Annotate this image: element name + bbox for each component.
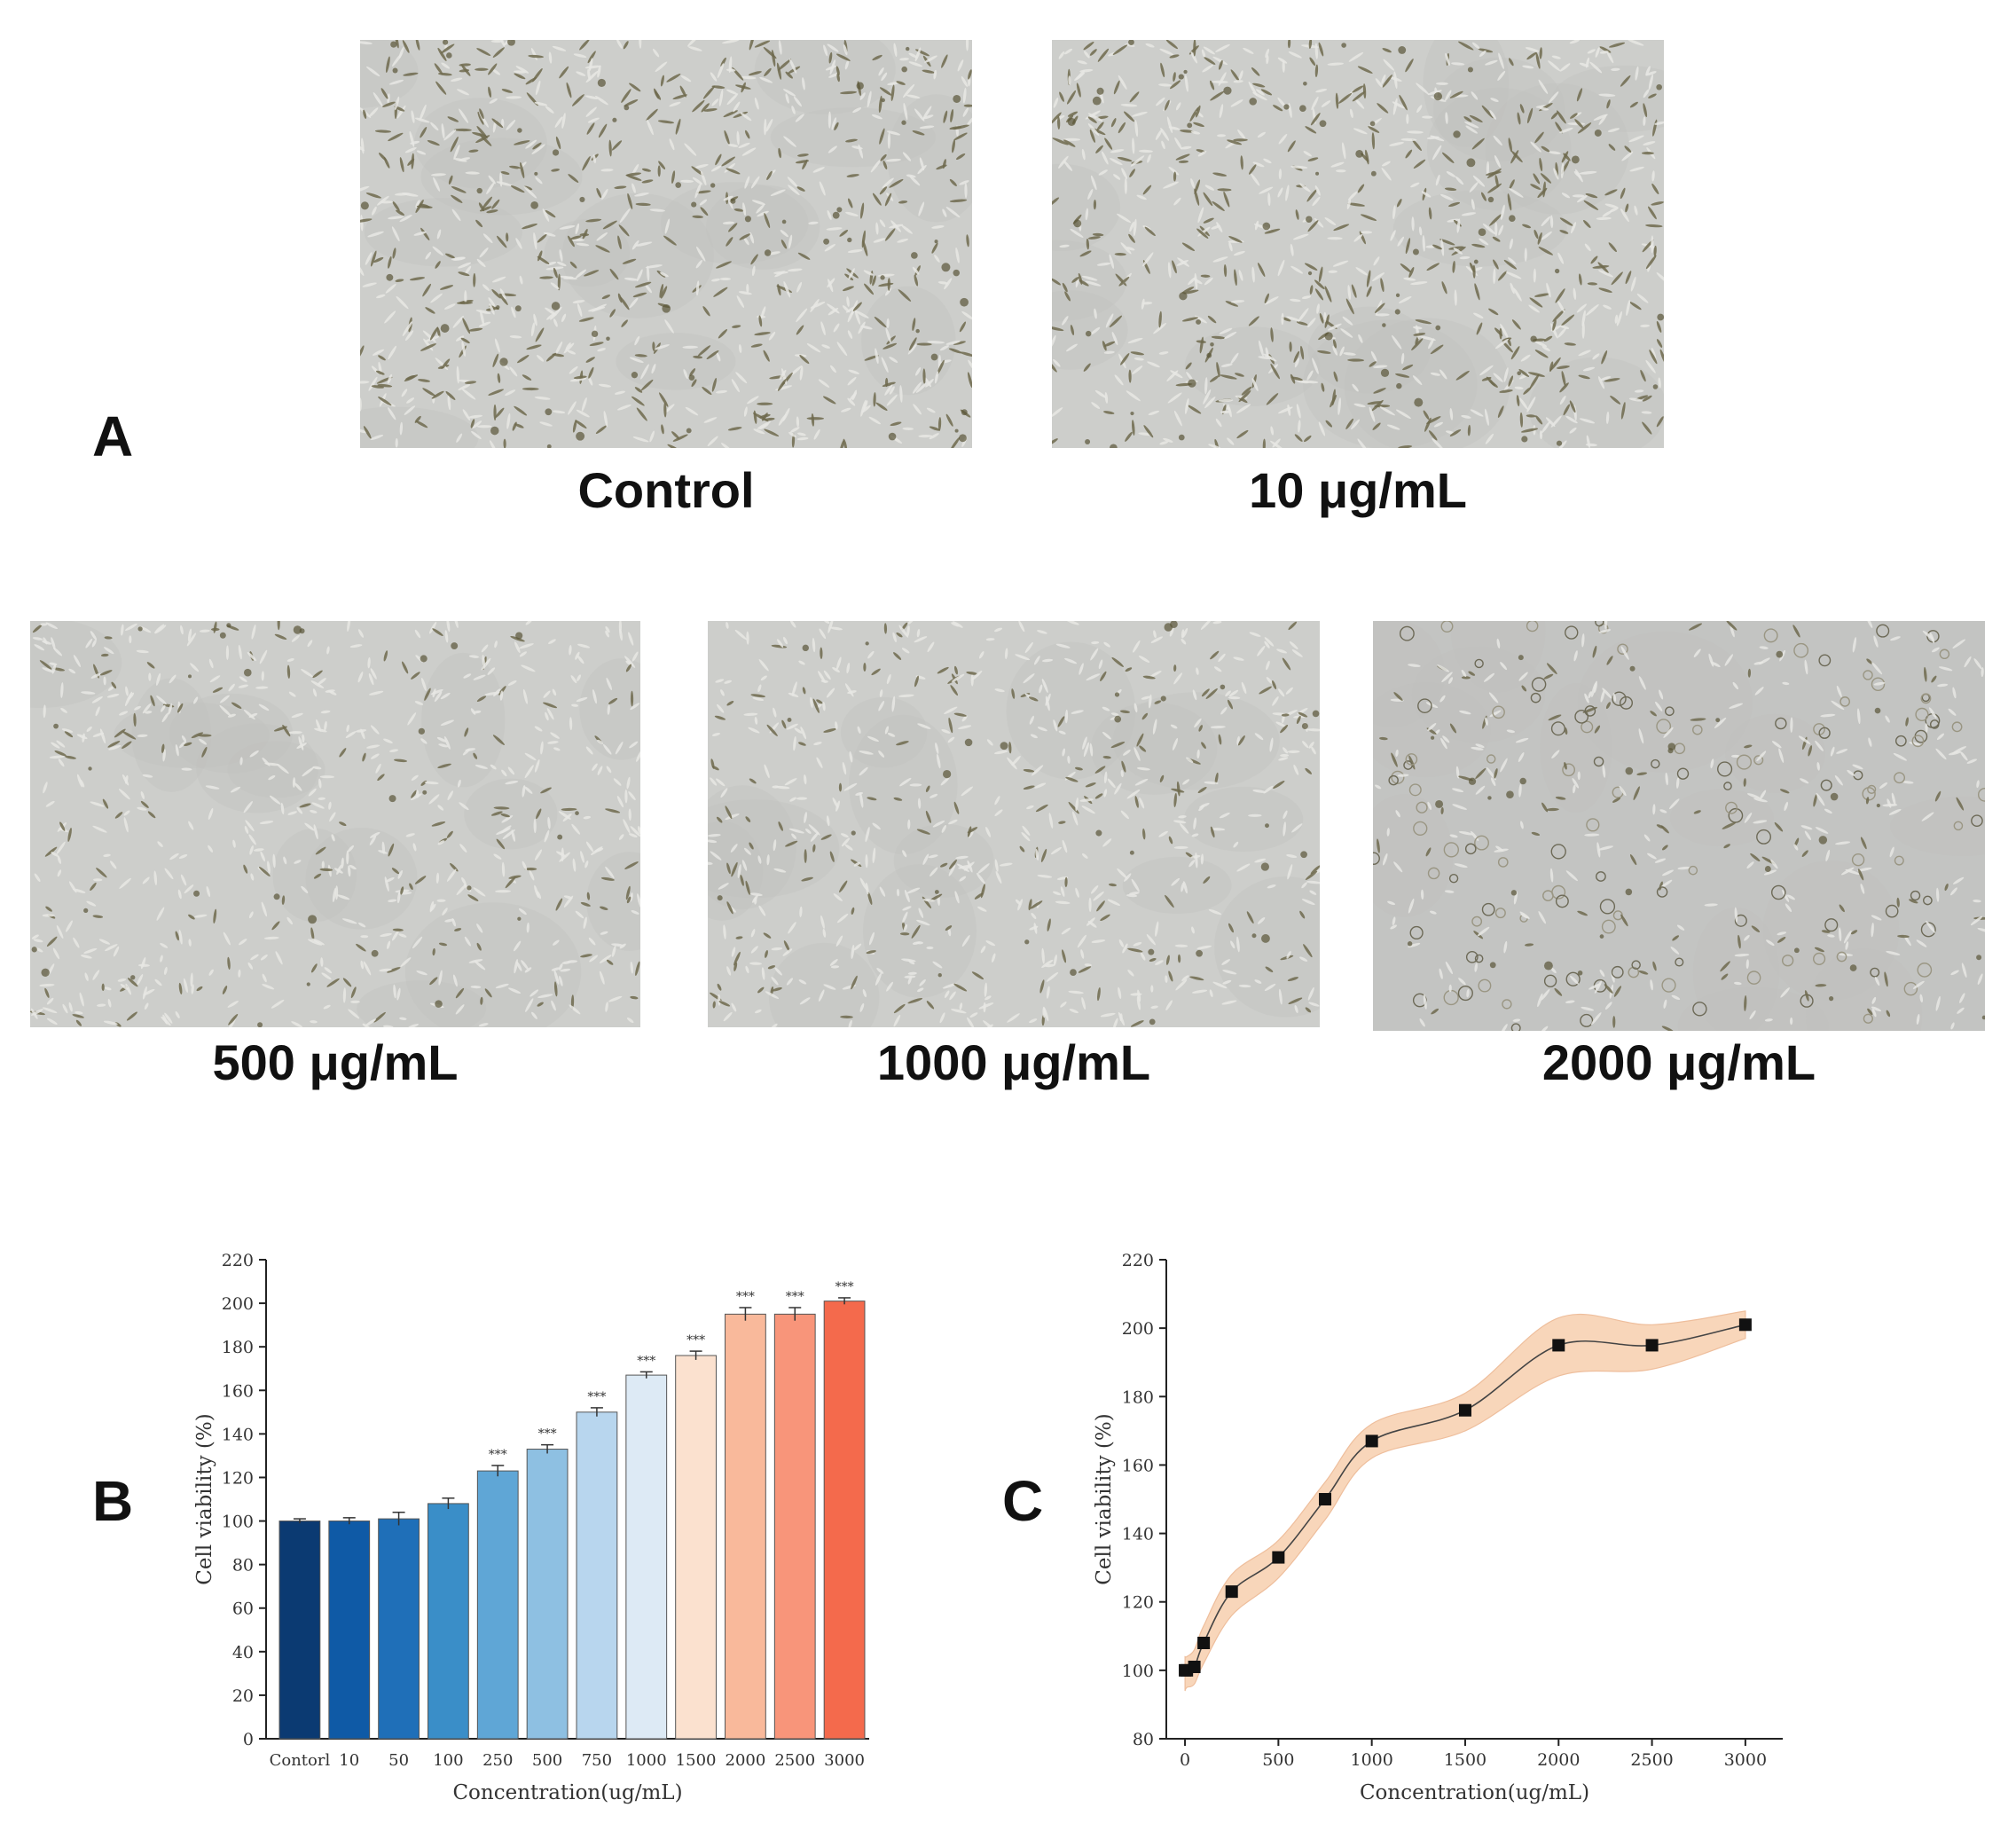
bar — [378, 1518, 420, 1740]
x-tick-label: 1000 — [626, 1751, 667, 1770]
bar — [428, 1503, 469, 1740]
y-tick-label: 100 — [222, 1513, 254, 1532]
x-axis-title: Concentration(ug/mL) — [452, 1781, 682, 1804]
caption-2000: 2000 μg/mL — [1541, 1034, 1816, 1090]
bar — [823, 1301, 866, 1740]
y-tick-label: 160 — [222, 1381, 254, 1401]
y-tick-label: 220 — [222, 1251, 254, 1270]
significance-label: *** — [736, 1290, 755, 1304]
data-point — [1738, 1318, 1752, 1332]
bar — [476, 1470, 519, 1740]
data-point — [1458, 1403, 1471, 1417]
x-tick-label: 500 — [532, 1751, 562, 1770]
significance-label: *** — [587, 1390, 606, 1404]
x-tick-label: 750 — [582, 1751, 612, 1770]
x-tick-label: 1500 — [1444, 1750, 1487, 1770]
y-tick-label: 140 — [1122, 1525, 1154, 1544]
y-tick-label: 140 — [222, 1425, 254, 1444]
data-point — [1552, 1339, 1565, 1352]
y-tick-label: 200 — [222, 1294, 254, 1314]
y-tick-label: 80 — [1133, 1730, 1154, 1749]
x-tick-label: 2000 — [1537, 1750, 1580, 1770]
y-tick-label: 120 — [1122, 1593, 1154, 1613]
bar — [625, 1374, 668, 1740]
data-point — [1197, 1637, 1211, 1649]
bar — [278, 1521, 321, 1740]
data-point — [1188, 1661, 1201, 1673]
y-tick-label: 220 — [1122, 1251, 1154, 1270]
significance-label: *** — [489, 1448, 507, 1462]
caption-control: Control — [577, 462, 755, 518]
series-line — [1184, 1324, 1746, 1671]
data-point — [1645, 1339, 1659, 1352]
data-point — [1272, 1551, 1285, 1564]
panel-c-letter: C — [1002, 1469, 1044, 1533]
micrograph-1000 — [708, 621, 1320, 1027]
significance-label: *** — [835, 1280, 854, 1294]
bar — [675, 1355, 717, 1740]
bar — [526, 1449, 569, 1740]
confidence-band — [1184, 1310, 1746, 1692]
data-point — [1365, 1434, 1378, 1448]
micrograph-2000 — [1373, 621, 1985, 1031]
caption-1000: 1000 μg/mL — [876, 1034, 1151, 1090]
bar — [773, 1313, 816, 1740]
micrograph-500 — [30, 621, 640, 1027]
y-axis-title: Cell viability (%) — [1093, 1413, 1116, 1584]
x-tick-label: Contorl — [270, 1751, 331, 1770]
bar — [576, 1411, 618, 1740]
data-point — [1225, 1585, 1238, 1599]
x-tick-label: 250 — [482, 1751, 513, 1770]
x-tick-label: 1500 — [676, 1751, 717, 1770]
micrograph-control — [360, 40, 972, 448]
significance-label: *** — [686, 1333, 705, 1348]
y-tick-label: 20 — [232, 1686, 254, 1706]
significance-label: *** — [786, 1290, 804, 1304]
bar — [328, 1521, 371, 1740]
y-tick-label: 200 — [1122, 1319, 1154, 1339]
y-tick-label: 40 — [232, 1643, 254, 1662]
y-axis-title: Cell viability (%) — [193, 1413, 216, 1584]
panel-a-letter: A — [92, 405, 134, 468]
x-tick-label: 2500 — [774, 1751, 815, 1770]
caption-10: 10 μg/mL — [1249, 462, 1467, 518]
x-tick-label: 10 — [339, 1751, 359, 1770]
micrograph-10 — [1052, 40, 1664, 448]
x-axis-title: Concentration(ug/mL) — [1360, 1781, 1589, 1804]
y-tick-label: 100 — [1122, 1662, 1154, 1681]
y-tick-label: 80 — [232, 1556, 254, 1576]
x-tick-label: 500 — [1262, 1750, 1294, 1770]
bar — [725, 1313, 766, 1740]
bar-chart: 0 20 40 60 80 100 120 140 160 180 200 220 Contorl 10 5… — [177, 1233, 887, 1836]
data-point — [1319, 1493, 1332, 1505]
y-tick-label: 180 — [1122, 1387, 1154, 1407]
x-tick-label: 2500 — [1630, 1750, 1673, 1770]
x-tick-label: 0 — [1180, 1750, 1190, 1770]
x-tick-label: 3000 — [824, 1751, 865, 1770]
x-tick-label: 100 — [433, 1751, 463, 1770]
y-tick-label: 60 — [232, 1599, 254, 1619]
x-tick-label: 2000 — [726, 1751, 766, 1770]
x-tick-label: 1000 — [1350, 1750, 1392, 1770]
y-tick-label: 160 — [1122, 1456, 1154, 1475]
x-tick-label: 3000 — [1724, 1750, 1767, 1770]
caption-500: 500 μg/mL — [212, 1034, 459, 1090]
significance-label: *** — [538, 1427, 557, 1442]
y-tick-label: 120 — [222, 1468, 254, 1488]
panel-b-letter: B — [92, 1469, 134, 1533]
line-chart: 80 100 120 140 160 180 200 220 0 500 1000 1500 2000 2… — [1082, 1233, 1792, 1836]
significance-label: *** — [637, 1354, 655, 1368]
x-tick-label: 50 — [388, 1751, 409, 1770]
y-tick-label: 0 — [243, 1730, 254, 1749]
y-tick-label: 180 — [222, 1338, 254, 1357]
